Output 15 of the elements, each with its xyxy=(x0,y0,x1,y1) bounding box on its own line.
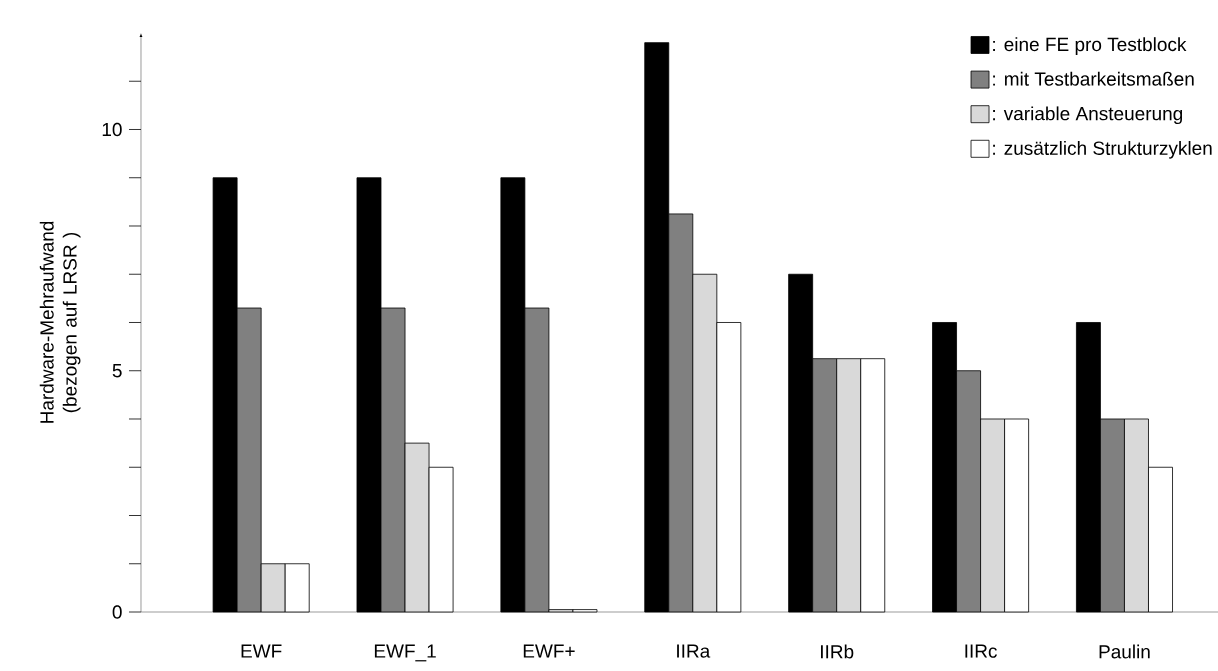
y-tick-label: 5 xyxy=(112,364,122,378)
x-tick-label: EWF_1 xyxy=(374,644,436,662)
legend-label: : variable Ansteuerung xyxy=(993,106,1183,125)
x-tick-label: EWF xyxy=(241,644,282,658)
x-tick-label: IIRb xyxy=(821,644,854,659)
y-tick-label: 0 xyxy=(112,605,122,619)
legend-label: : zusätzlich Strukturzyklen xyxy=(993,140,1212,159)
x-tick-label: IIRa xyxy=(677,644,711,658)
y-tick-label: 10 xyxy=(102,122,122,137)
legend-label: : mit Testbarkeitsmaßen xyxy=(993,71,1194,86)
x-tick-label: EWF+ xyxy=(523,644,575,658)
y-axis-title: Hardware-Mehraufwand (bezogen auf LRSR ) xyxy=(39,221,81,423)
x-tick-label: IIRc xyxy=(965,644,997,658)
x-tick-label: Paulin xyxy=(1099,644,1150,659)
legend-label: : eine FE pro Testblock xyxy=(993,37,1187,55)
